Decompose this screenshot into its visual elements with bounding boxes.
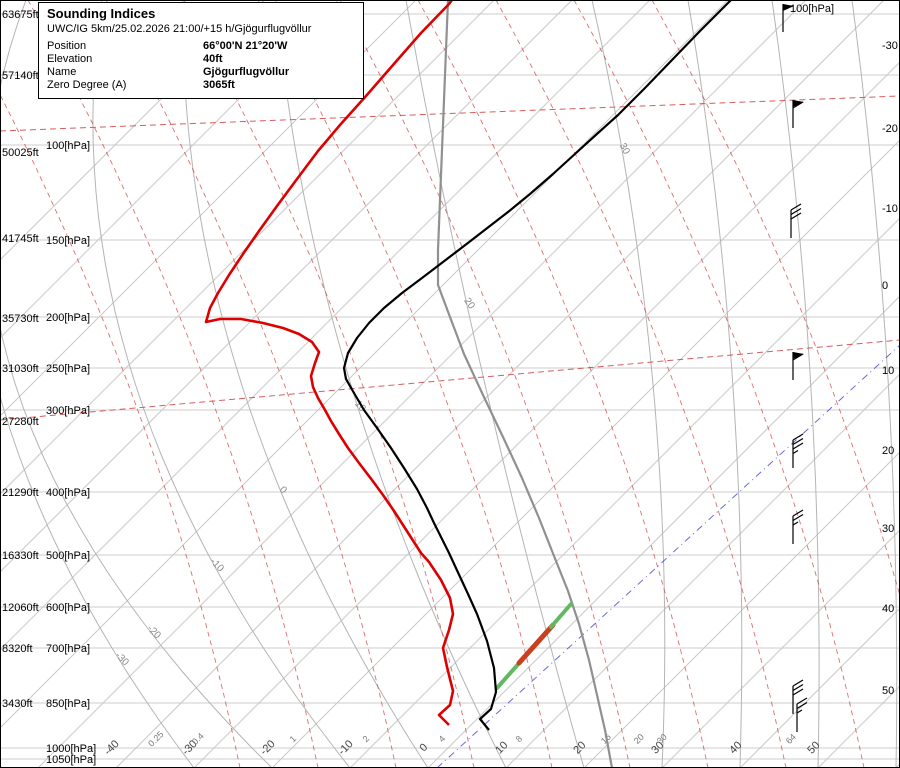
info-value: 3065ft [203, 79, 235, 91]
axis-label: 10 [493, 739, 510, 756]
info-label: Name [47, 66, 77, 78]
axis-label: 20 [882, 445, 894, 457]
axis-label: 4 [437, 734, 448, 745]
info-value: 40ft [203, 53, 223, 65]
axis-label: -30 [882, 40, 898, 52]
axis-label: -10 [336, 738, 356, 758]
axis-label: 50 [805, 739, 822, 756]
axis-label: 0.25 [146, 729, 165, 748]
axis-label: 27280ft [2, 416, 39, 428]
axis-label: -10 [882, 203, 898, 215]
axis-label: 0 [277, 485, 289, 497]
axis-label: 3430ft [2, 698, 33, 710]
info-value: Gjögurflugvöllur [203, 66, 290, 78]
axis-label: 64 [784, 732, 798, 746]
axis-label: 20 [632, 732, 646, 746]
axis-label: 700[hPa] [46, 643, 90, 655]
axis-label: -20 [145, 623, 163, 641]
axis-label: 600[hPa] [46, 602, 90, 614]
axis-labels: 63675ft 57140ft 50025ft 100[hPa] 41745ft 150[… [2, 3, 898, 766]
axis-label: 16330ft [2, 550, 39, 562]
red-shallow-lines [0, 95, 900, 421]
cape-segments [495, 602, 573, 690]
axis-label: 1000[hPa] [46, 743, 96, 755]
axis-label: 8320ft [2, 643, 33, 655]
axis-label: 100[hPa] [46, 140, 90, 152]
axis-label: 21290ft [2, 487, 39, 499]
axis-label: 1050[hPa] [46, 754, 96, 766]
info-row-elevation: Elevation 40ft [47, 53, 355, 65]
info-row-name: Name Gjögurflugvöllur [47, 66, 355, 78]
mixing-ratio-lines [436, 344, 900, 768]
axis-label: 57140ft [2, 70, 39, 82]
axis-label: 8 [514, 734, 525, 745]
info-row-position: Position 66°00'N 21°20'W [47, 40, 355, 52]
parcel-line [436, 0, 614, 768]
axis-label: 50 [882, 685, 894, 697]
wind-barb-icon [792, 433, 804, 468]
axis-label: 50025ft [2, 147, 39, 159]
axis-label: 850[hPa] [46, 698, 90, 710]
wind-barb-icon [792, 509, 804, 544]
wind-barb-icon [792, 679, 804, 714]
wind-barb-icon [782, 4, 794, 32]
wind-barb-icon [790, 203, 802, 238]
axis-label: 30 [617, 141, 632, 156]
axis-label: 31030ft [2, 363, 39, 375]
bottom-axis-labels: -40 -30 -20 -10 0 10 20 30 40 500.25 0.4 1 2 4 8 16 20 30… [102, 729, 822, 758]
axis-label: 200[hPa] [46, 312, 90, 324]
axis-label: 400[hPa] [46, 487, 90, 499]
axis-label: -40 [102, 738, 122, 758]
info-label: Elevation [47, 53, 93, 65]
axis-label: 41745ft [2, 233, 39, 245]
axis-label: 10 [882, 365, 894, 377]
axis-label: 300[hPa] [46, 405, 90, 417]
axis-label: 2 [361, 734, 372, 745]
axis-label: 12060ft [2, 602, 39, 614]
axis-label: 35730ft [2, 313, 39, 325]
info-box-subtitle: UWC/IG 5km/25.02.2026 21:00/+15 h/Gjögur… [47, 23, 312, 35]
info-value: 66°00'N 21°20'W [203, 40, 288, 52]
sounding-indices-box: Sounding Indices UWC/IG 5km/25.02.2026 2… [38, 2, 364, 99]
info-box-title: Sounding Indices [47, 6, 156, 21]
wind-barb-icon [796, 697, 808, 732]
axis-label: 20 [571, 739, 588, 756]
dewpoint-line [204, 0, 455, 726]
info-label: Zero Degree (A) [47, 79, 127, 91]
axis-label: 100[hPa] [790, 3, 834, 15]
wind-barb-icon [792, 100, 804, 128]
axis-label: 0 [882, 280, 888, 292]
axis-label: 150[hPa] [46, 235, 90, 247]
axis-label: 30 [882, 523, 894, 535]
axis-label: -20 [258, 738, 278, 758]
axis-label: 20 [461, 296, 477, 312]
wind-barb-icon [792, 352, 804, 380]
axis-label: 63675ft [2, 9, 39, 21]
info-row-zero-degree: Zero Degree (A) 3065ft [47, 79, 355, 91]
axis-label: 1 [288, 734, 299, 745]
axis-label: 40 [882, 603, 894, 615]
info-label: Position [47, 40, 87, 52]
temperature-line [342, 0, 732, 731]
axis-label: -20 [882, 123, 898, 135]
axis-label: 500[hPa] [46, 550, 90, 562]
axis-label: 250[hPa] [46, 363, 90, 375]
wind-barbs [782, 4, 808, 732]
axis-label: 40 [727, 739, 744, 756]
